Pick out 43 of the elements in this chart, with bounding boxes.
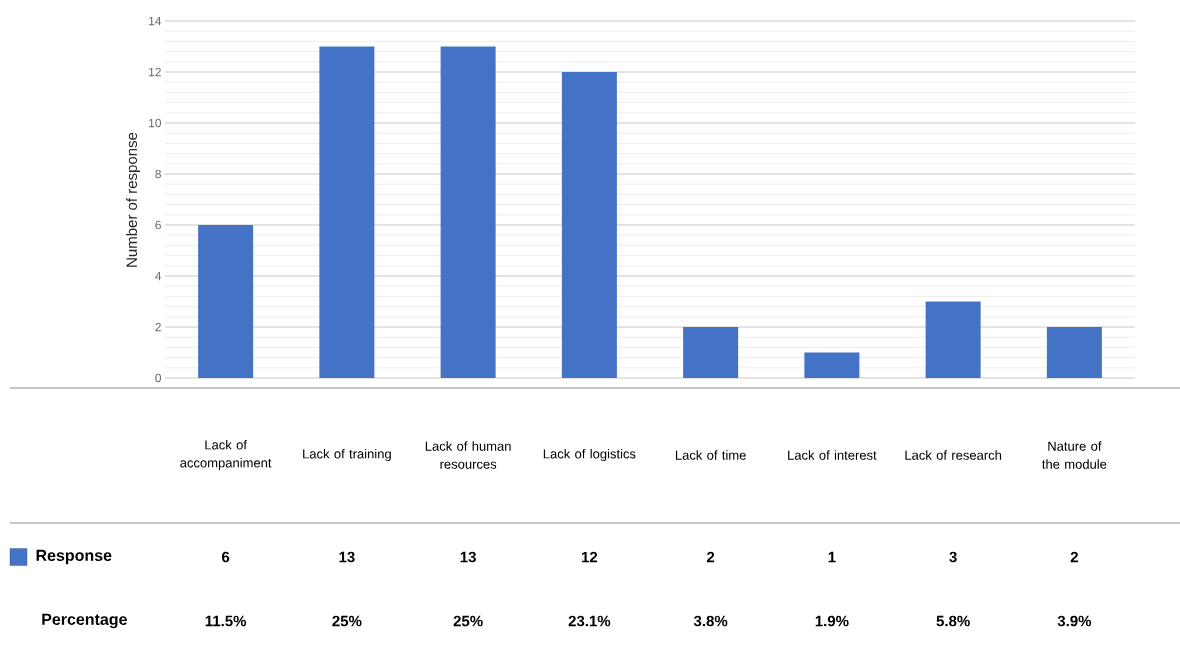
y-tick-label: 6 — [155, 220, 161, 230]
data-label: 2 — [1070, 551, 1078, 563]
y-tick-label: 4 — [155, 271, 162, 281]
text: 1.9% — [815, 615, 849, 627]
text: 3.8% — [693, 615, 728, 627]
bar — [804, 352, 860, 378]
bar — [198, 225, 254, 378]
y-tick-label: 12 — [149, 67, 161, 77]
text: 25% — [332, 615, 362, 627]
y-tick-label: 0 — [155, 373, 162, 383]
x-tick-label: Lack of interest — [788, 450, 877, 460]
bar — [319, 46, 375, 378]
data-label: 1 — [828, 551, 836, 563]
data-label: 12 — [581, 551, 598, 563]
x-tick-label: Nature of the module — [1042, 441, 1107, 469]
text: 3.9% — [1057, 615, 1092, 627]
x-tick-label: Lack of human resources — [425, 441, 511, 469]
x-tick-label: Lack of time — [675, 450, 746, 460]
legend-label: Response — [36, 549, 112, 565]
x-tick-label: Lack of training — [303, 448, 391, 462]
x-tick-label: Lack of research — [905, 450, 1002, 460]
bar — [440, 46, 496, 378]
data-label: 13 — [460, 551, 476, 563]
data-label: 3 — [949, 551, 957, 563]
data-label: 6 — [222, 551, 230, 563]
text: Percentage — [42, 613, 127, 629]
x-tick-label: Lack of accompaniment — [180, 439, 272, 471]
text: 11.5% — [205, 615, 247, 627]
text: 25% — [453, 615, 483, 627]
data-label: 13 — [339, 551, 355, 563]
y-tick-label: 14 — [149, 16, 162, 26]
bar — [925, 301, 981, 378]
data-label: 2 — [706, 551, 715, 563]
x-tick-label: Lack of logistics — [543, 448, 636, 462]
text: 5.8% — [936, 615, 970, 627]
y-tick-label: 8 — [155, 169, 161, 179]
bar — [683, 327, 739, 378]
y-tick-label: 2 — [155, 322, 161, 332]
text: 23.1% — [568, 615, 611, 627]
bar — [561, 72, 617, 378]
y-tick-label: 10 — [149, 118, 162, 128]
y-axis-title: Number of response — [126, 132, 140, 267]
bar — [1046, 327, 1102, 378]
